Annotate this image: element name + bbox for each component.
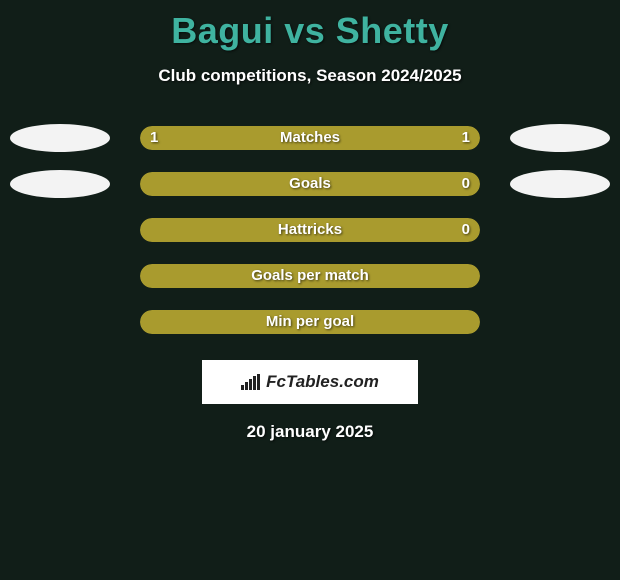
comparison-chart: Matches11Goals0Hattricks0Goals per match… [0, 122, 620, 352]
brand-logo: FcTables.com [202, 360, 418, 404]
stat-bar-track [140, 126, 480, 150]
stat-bar-track [140, 264, 480, 288]
player-badge-left [10, 170, 110, 198]
stat-bar-track [140, 218, 480, 242]
stat-bar-track [140, 172, 480, 196]
stat-bar [140, 218, 480, 242]
stat-bar [140, 264, 480, 288]
page-title: Bagui vs Shetty [0, 0, 620, 52]
player-badge-left [10, 124, 110, 152]
snapshot-date: 20 january 2025 [0, 422, 620, 442]
stat-value-right: 0 [462, 218, 470, 242]
stat-bar [140, 310, 480, 334]
bar-chart-icon [241, 374, 260, 390]
subtitle: Club competitions, Season 2024/2025 [0, 66, 620, 86]
stat-row: Hattricks0 [0, 214, 620, 260]
stat-row: Goals0 [0, 168, 620, 214]
stat-row: Matches11 [0, 122, 620, 168]
brand-name: FcTables.com [266, 372, 379, 392]
stat-row: Min per goal [0, 306, 620, 352]
stat-bar-right [310, 126, 480, 150]
stat-bar-track [140, 310, 480, 334]
stat-bar [140, 172, 480, 196]
stat-value-right: 1 [462, 126, 470, 150]
player-badge-right [510, 170, 610, 198]
stat-value-left: 1 [150, 126, 158, 150]
stat-row: Goals per match [0, 260, 620, 306]
stat-value-right: 0 [462, 172, 470, 196]
player-badge-right [510, 124, 610, 152]
stat-bar-left [140, 126, 310, 150]
brand-logo-text: FcTables.com [241, 372, 379, 392]
